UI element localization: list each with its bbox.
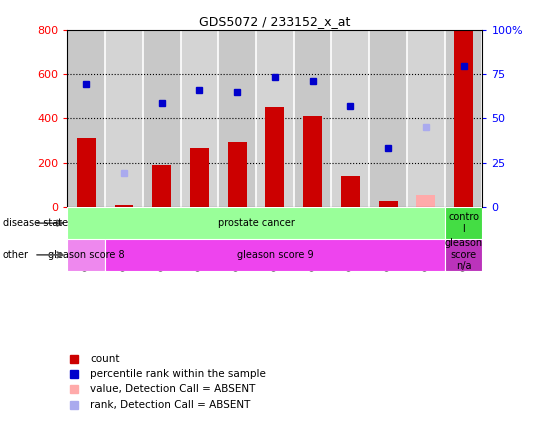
Bar bbox=[303, 116, 322, 207]
Text: contro
l: contro l bbox=[448, 212, 479, 234]
Text: percentile rank within the sample: percentile rank within the sample bbox=[90, 369, 266, 379]
Bar bbox=[445, 239, 482, 271]
Bar bbox=[369, 30, 407, 207]
Bar bbox=[228, 142, 247, 207]
Bar bbox=[454, 30, 473, 207]
Bar bbox=[331, 30, 369, 207]
Bar bbox=[190, 148, 209, 207]
Bar bbox=[341, 176, 360, 207]
Bar bbox=[445, 30, 482, 207]
Bar bbox=[294, 30, 331, 207]
Text: gleason
score
n/a: gleason score n/a bbox=[445, 238, 482, 272]
Bar bbox=[407, 30, 445, 207]
Bar bbox=[153, 165, 171, 207]
Bar bbox=[77, 138, 96, 207]
Bar bbox=[143, 30, 181, 207]
Text: disease state: disease state bbox=[3, 218, 68, 228]
Bar bbox=[266, 107, 285, 207]
Text: prostate cancer: prostate cancer bbox=[218, 218, 294, 228]
Text: value, Detection Call = ABSENT: value, Detection Call = ABSENT bbox=[90, 385, 255, 395]
Bar bbox=[181, 30, 218, 207]
Text: rank, Detection Call = ABSENT: rank, Detection Call = ABSENT bbox=[90, 400, 251, 410]
Text: other: other bbox=[3, 250, 29, 260]
Bar bbox=[417, 195, 436, 207]
Bar bbox=[115, 205, 134, 207]
Bar bbox=[218, 30, 256, 207]
Text: count: count bbox=[90, 354, 120, 364]
Bar bbox=[67, 30, 105, 207]
Bar bbox=[445, 207, 482, 239]
Bar bbox=[105, 30, 143, 207]
Text: gleason score 9: gleason score 9 bbox=[237, 250, 313, 260]
Bar bbox=[105, 239, 445, 271]
Bar bbox=[67, 239, 105, 271]
Title: GDS5072 / 233152_x_at: GDS5072 / 233152_x_at bbox=[199, 16, 350, 28]
Bar bbox=[256, 30, 294, 207]
Text: gleason score 8: gleason score 8 bbox=[48, 250, 125, 260]
Bar bbox=[379, 201, 398, 207]
